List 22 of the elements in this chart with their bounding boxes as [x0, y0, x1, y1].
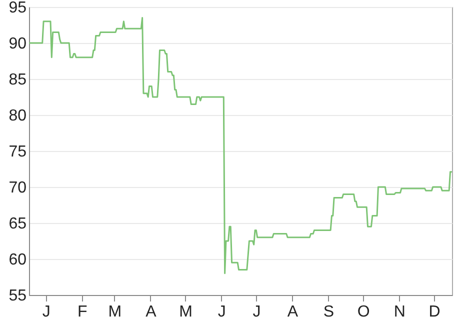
y-tick-label: 55 [8, 288, 27, 304]
x-tick-label: J [252, 304, 261, 317]
y-tick-label: 60 [8, 252, 27, 268]
y-tick-label: 80 [8, 108, 27, 124]
x-tick-label: M [108, 304, 122, 317]
x-tick-label: A [146, 304, 157, 317]
x-tick-label: N [394, 304, 406, 317]
x-tick-label: D [428, 304, 440, 317]
x-tick-label: O [357, 304, 370, 317]
y-tick-label: 75 [8, 144, 27, 160]
y-tick-label: 70 [8, 180, 27, 196]
x-tick-label: S [323, 304, 334, 317]
x-tick-label: J [218, 304, 226, 317]
x-tick-label: F [77, 304, 88, 317]
line-series [29, 17, 452, 274]
x-tick-label: A [287, 304, 298, 317]
y-tick-label: 85 [8, 72, 27, 88]
y-tick-label: 90 [8, 36, 27, 52]
y-tick-label: 65 [8, 216, 27, 232]
x-tick-label: J [42, 304, 50, 317]
y-tick-label: 95 [8, 0, 27, 16]
x-tick-label: M [179, 304, 192, 317]
